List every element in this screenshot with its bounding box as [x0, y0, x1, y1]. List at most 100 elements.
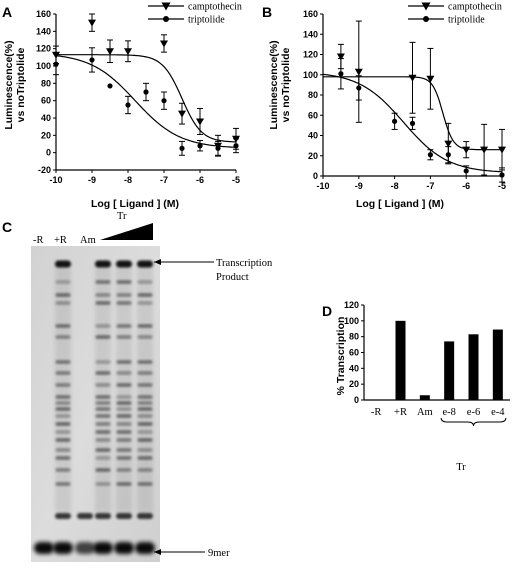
gel-image [31, 246, 160, 562]
gel-band [137, 360, 153, 364]
chart-d-ytick-label: 40 [349, 363, 359, 373]
chart-b-point-triptolide [356, 85, 362, 91]
chart-b-xtick-label: -8 [391, 181, 399, 191]
chart-a-point-triptolide [53, 61, 59, 67]
chart-a-ytick-label: 40 [41, 113, 51, 123]
gel-lane-label-minus-r: -R [33, 235, 44, 246]
gel-band [95, 456, 111, 460]
chart-b-point-triptolide [338, 71, 344, 77]
gel-lane-smear [95, 262, 111, 512]
gel-band [116, 456, 132, 460]
gel-band [116, 324, 132, 328]
gel-band [95, 383, 111, 387]
chart-b-legend-marker-camptothecin [421, 2, 431, 11]
gel-band [55, 414, 71, 418]
chart-d-category-label: e-4 [491, 407, 505, 418]
chart-b-point-triptolide [427, 152, 433, 158]
chart-a-ytick-label: 120 [36, 44, 51, 54]
chart-b: Luminescence(%) vs noTriptolide Log [ Li… [268, 2, 506, 211]
chart-b-ylabel-line2: vs noTriptolide [280, 48, 292, 123]
gel-band [116, 383, 132, 387]
chart-a-point-triptolide [89, 57, 95, 63]
chart-d-category-label: e-6 [467, 407, 480, 418]
chart-d-bar-+R [395, 320, 406, 400]
chart-d-ylabel: % Transcription [335, 317, 347, 396]
gel-band [55, 438, 71, 442]
chart-a-point-camptothecin [106, 48, 114, 56]
gel-lane-smear [116, 262, 132, 512]
chart-b-ytick-label: 40 [308, 131, 318, 141]
chart-b-point-camptothecin [408, 74, 417, 82]
gel-band [55, 360, 71, 364]
chart-b-point-camptothecin [480, 146, 489, 154]
gel-band [95, 301, 111, 305]
chart-a-ylabel-line1: Luminescence(%) [3, 40, 15, 129]
chart-b-point-camptothecin [498, 146, 506, 154]
gel-band [116, 422, 132, 426]
chart-b-legend-label-camptothecin: camptothecin [448, 2, 502, 13]
gel-band [95, 360, 111, 364]
chart-d-bar-e-4 [492, 329, 503, 400]
chart-a-xtick-label: -6 [196, 175, 204, 185]
gel-band [55, 456, 71, 460]
gel-band [116, 395, 132, 399]
chart-a-point-triptolide [233, 143, 239, 149]
gel-band [116, 360, 132, 364]
gel-band [116, 513, 132, 519]
chart-b-ytick-label: 20 [308, 151, 318, 161]
ninemer-arrowhead [154, 549, 161, 555]
chart-b-point-triptolide [392, 118, 398, 124]
gel-band [95, 468, 111, 472]
gel-band [95, 513, 111, 519]
chart-b-ytick-label: 100 [303, 70, 318, 80]
panel-letter-b: B [262, 4, 272, 20]
gel-band [55, 301, 71, 305]
chart-d-bar-e-8 [444, 341, 455, 400]
gel-band [95, 448, 111, 452]
gel-band [137, 371, 153, 375]
gel-band [116, 260, 132, 268]
gel-band [137, 301, 153, 305]
chart-a-xlabel: Log [ Ligand ] (M) [91, 198, 179, 210]
gel-band [137, 456, 153, 460]
chart-b-point-triptolide [463, 168, 469, 174]
chart-d-category-label: e-8 [442, 407, 455, 418]
gel-wedge-label: Tr [117, 211, 127, 222]
chart-a-legend-label-camptothecin: camptothecin [188, 2, 242, 13]
gel-band [55, 513, 71, 519]
chart-b-ytick-label: 140 [303, 29, 318, 39]
chart-b-xtick-label: -5 [498, 181, 506, 191]
chart-d-ytick-label: 20 [349, 379, 359, 389]
chart-a-xtick-label: -5 [232, 175, 240, 185]
chart-d-ytick-label: 80 [349, 332, 359, 342]
chart-a-point-camptothecin [160, 40, 168, 48]
chart-a-ytick-label: -20 [38, 165, 51, 175]
chart-b-xtick-label: -6 [462, 181, 470, 191]
chart-a-xtick-label: -10 [49, 175, 62, 185]
chart-a-point-camptothecin [196, 118, 204, 126]
panel-letter-c: C [2, 219, 12, 235]
chart-a-ylabel-line2: vs noTriptolide [15, 48, 27, 123]
annotation-transcription: Transcription [216, 258, 273, 269]
panel-letter-a: A [2, 4, 12, 20]
gel-band [95, 430, 111, 434]
gel-band [137, 468, 153, 472]
chart-a-legend-marker-triptolide [163, 16, 169, 22]
chart-a-ytick-label: 20 [41, 130, 51, 140]
gel-band [137, 414, 153, 418]
chart-b-point-triptolide [409, 120, 416, 126]
gel-band [137, 430, 153, 434]
gel-band [55, 293, 71, 297]
chart-b-ytick-label: 60 [308, 110, 318, 120]
gel-band [116, 430, 132, 434]
chart-d-category-label: +R [394, 407, 407, 418]
chart-d-ytick-label: 0 [354, 395, 359, 405]
gel-band [55, 335, 71, 339]
gel-band [137, 395, 153, 399]
gel-band [116, 280, 132, 284]
chart-a-legend-marker-camptothecin [161, 2, 171, 11]
gel-band [95, 293, 111, 297]
gel-band [116, 448, 132, 452]
gel-band [95, 280, 111, 284]
gel-band [137, 482, 153, 486]
